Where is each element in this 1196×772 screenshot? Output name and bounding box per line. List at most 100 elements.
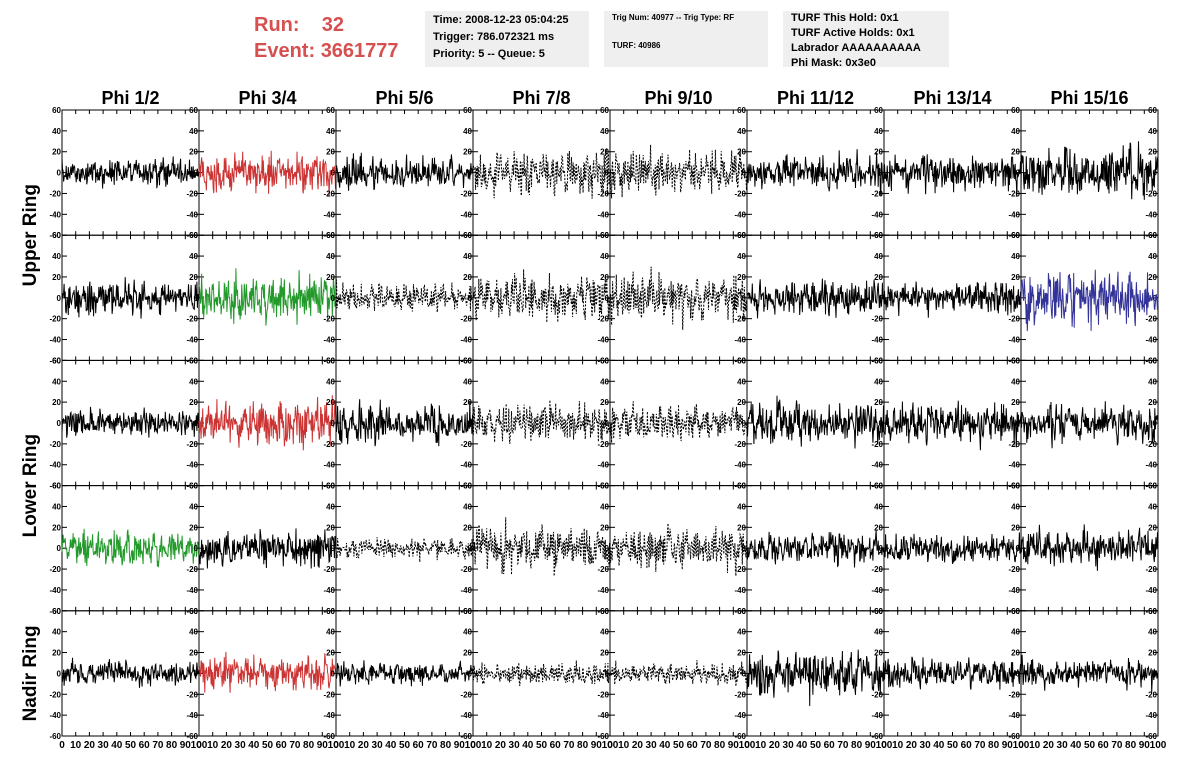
x-tick-label: 10 (618, 740, 630, 751)
waveform-trace (61, 277, 200, 319)
y-tick-label: 20 (189, 273, 198, 282)
y-tick-label: 40 (1011, 127, 1020, 136)
y-tick-label: 60 (874, 482, 883, 491)
x-tick-label: 40 (248, 740, 260, 751)
y-tick-label: -20 (186, 189, 198, 198)
x-tick-label: 20 (495, 740, 507, 751)
y-tick-label: -20 (734, 565, 746, 574)
y-tick-label: -40 (734, 336, 746, 345)
y-tick-label: -40 (597, 461, 609, 470)
x-tick-label: 10 (344, 740, 356, 751)
waveform-trace (61, 528, 200, 568)
y-tick-label: 60 (737, 607, 746, 616)
y-tick-label: 60 (463, 106, 472, 115)
y-tick-label: -20 (186, 565, 198, 574)
waveform-trace (198, 528, 337, 569)
y-tick-label: -60 (1008, 607, 1020, 616)
y-tick-label: -20 (597, 189, 609, 198)
y-tick-label: 20 (737, 148, 746, 157)
y-tick-label: 0 (468, 169, 473, 178)
waveform-trace (609, 523, 748, 577)
waveform-trace (609, 144, 748, 199)
y-tick-label: -20 (871, 315, 883, 324)
y-tick-label: 60 (189, 482, 198, 491)
y-tick-label: 60 (874, 356, 883, 365)
waveform-trace (883, 281, 1022, 318)
y-tick-label: 0 (57, 419, 62, 428)
y-tick-label: 60 (600, 482, 609, 491)
turf-hold-line: TURF This Hold: 0x1 (791, 12, 899, 24)
y-tick-label: 60 (52, 607, 61, 616)
y-tick-label: 40 (1011, 628, 1020, 637)
y-tick-label: 40 (1011, 502, 1020, 511)
trigger-info-box: Trig Num: 40977 -- Trig Type: RF TURF: 4… (604, 11, 768, 67)
waveform-trace (1020, 141, 1159, 200)
y-tick-label: -20 (323, 565, 335, 574)
y-tick-label: -40 (323, 711, 335, 720)
y-tick-label: -40 (1145, 336, 1157, 345)
column-label: Phi 7/8 (512, 88, 570, 108)
y-tick-label: -20 (734, 315, 746, 324)
y-tick-label: 40 (874, 502, 883, 511)
y-tick-label: 0 (605, 544, 610, 553)
waveform-trace (746, 649, 885, 707)
y-tick-label: -40 (323, 210, 335, 219)
y-tick-label: 20 (737, 273, 746, 282)
y-tick-label: -20 (871, 189, 883, 198)
x-tick-label: 30 (1057, 740, 1069, 751)
y-tick-label: 40 (326, 127, 335, 136)
trig-num-line: Trig Num: 40977 -- Trig Type: RF (612, 13, 735, 22)
y-tick-label: -60 (186, 732, 198, 741)
y-tick-label: -40 (49, 711, 61, 720)
x-tick-label: 80 (303, 740, 315, 751)
y-tick-label: 40 (463, 502, 472, 511)
x-tick-label: 80 (851, 740, 863, 751)
y-tick-label: 60 (874, 231, 883, 240)
y-tick-label: 20 (1011, 398, 1020, 407)
waveform-trace (472, 660, 611, 687)
y-tick-label: 20 (1148, 398, 1157, 407)
y-tick-label: 60 (600, 356, 609, 365)
x-tick-label: 50 (673, 740, 685, 751)
y-tick-label: 40 (600, 502, 609, 511)
x-tick-label: 30 (783, 740, 795, 751)
y-tick-label: 40 (600, 127, 609, 136)
x-tick-label: 100 (876, 740, 893, 751)
y-tick-label: -40 (597, 336, 609, 345)
x-tick-label: 50 (810, 740, 822, 751)
y-tick-label: 20 (874, 398, 883, 407)
y-tick-label: 40 (1148, 502, 1157, 511)
y-tick-label: -60 (460, 231, 472, 240)
x-tick-label: 50 (947, 740, 959, 751)
y-tick-label: 0 (468, 419, 473, 428)
waveform-trace (746, 529, 884, 568)
y-tick-label: -20 (460, 440, 472, 449)
y-tick-label: -60 (871, 732, 883, 741)
y-tick-label: -40 (49, 586, 61, 595)
x-tick-label: 30 (920, 740, 932, 751)
y-tick-label: -60 (734, 607, 746, 616)
y-tick-label: 0 (879, 419, 884, 428)
waveform-trace (61, 657, 200, 688)
x-tick-label: 40 (385, 740, 397, 751)
waveform-trace (198, 268, 337, 326)
y-tick-label: 60 (600, 607, 609, 616)
y-tick-label: 60 (326, 231, 335, 240)
y-tick-label: -20 (597, 690, 609, 699)
waveform-trace (61, 156, 200, 189)
x-tick-label: 20 (906, 740, 918, 751)
x-tick-label: 10 (892, 740, 904, 751)
y-tick-label: -40 (186, 461, 198, 470)
y-tick-label: 40 (326, 377, 335, 386)
y-tick-label: 20 (326, 273, 335, 282)
column-label: Phi 11/12 (777, 88, 854, 108)
y-tick-label: -20 (1145, 440, 1157, 449)
y-tick-label: 0 (605, 294, 610, 303)
y-tick-label: -20 (49, 565, 61, 574)
x-tick-label: 60 (1098, 740, 1110, 751)
y-tick-label: -40 (871, 336, 883, 345)
y-tick-label: -40 (323, 336, 335, 345)
y-tick-label: -40 (186, 336, 198, 345)
y-tick-label: -20 (734, 440, 746, 449)
y-tick-label: 40 (463, 377, 472, 386)
